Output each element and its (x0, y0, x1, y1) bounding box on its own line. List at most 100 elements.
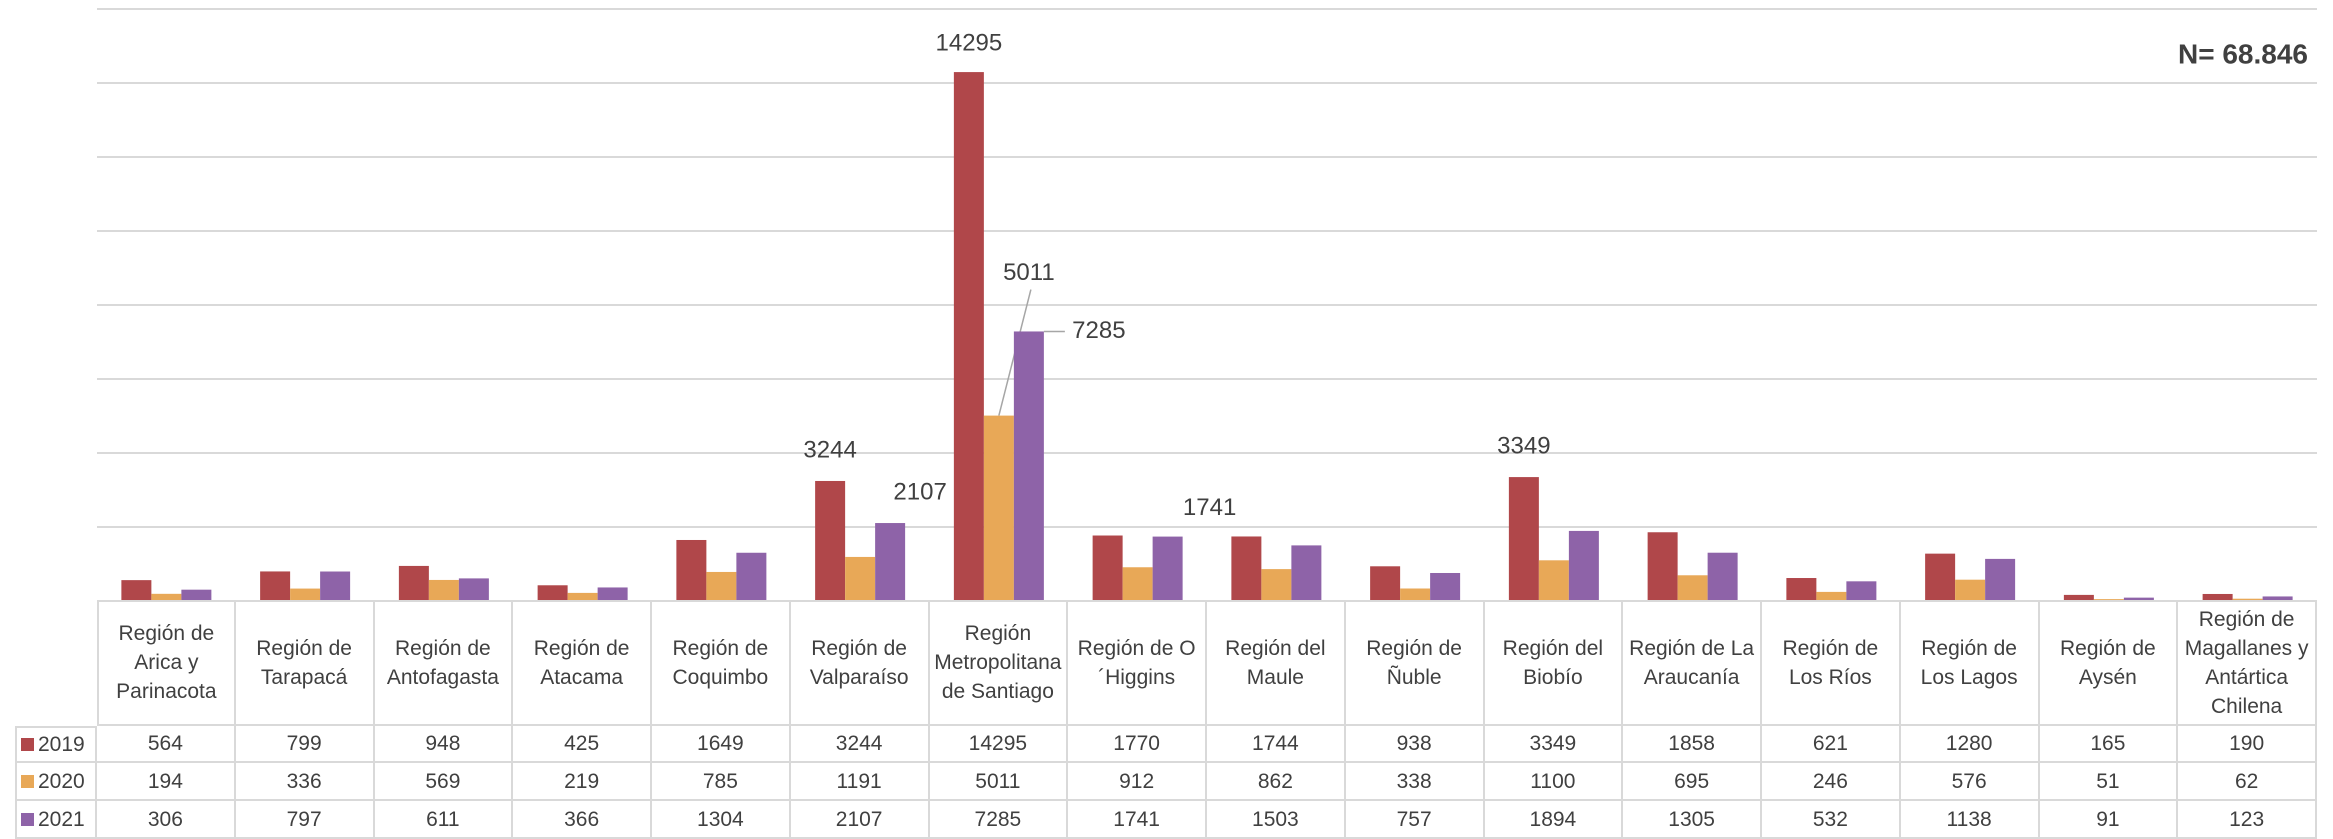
category-label: Región de Tarapacá (235, 601, 375, 726)
bar (845, 556, 876, 601)
bar (1985, 558, 2016, 601)
table-value: 912 (1068, 763, 1207, 801)
table-value: 194 (97, 763, 236, 801)
bar (1677, 575, 1708, 601)
bar (1846, 581, 1877, 601)
bar (398, 565, 429, 601)
category-label: Región de O´Higgins (1068, 601, 1207, 726)
bar (676, 539, 707, 601)
category-label: Región de Arica y Parinacota (97, 601, 236, 726)
bar (2063, 594, 2094, 601)
legend-entry: 2020 (15, 763, 97, 801)
table-value: 1770 (1068, 726, 1207, 763)
bar (1707, 552, 1738, 601)
data-label: 14295 (936, 29, 1003, 56)
table-value: 1741 (1068, 801, 1207, 839)
data-label: 2107 (893, 478, 946, 505)
table-value: 5011 (929, 763, 1069, 801)
data-label: 3244 (803, 436, 856, 463)
table-value: 938 (1345, 726, 1485, 763)
data-label: 7285 (1072, 317, 1125, 344)
table-value: 1100 (1484, 763, 1624, 801)
bar (1508, 477, 1539, 601)
bar (983, 415, 1014, 601)
table-value: 948 (374, 726, 514, 763)
category-label: Región del Biobío (1484, 601, 1624, 726)
category-label: Región Metropolitana de Santiago (929, 601, 1069, 726)
category-label: Región del Maule (1207, 601, 1346, 726)
bar (1231, 536, 1262, 601)
bar (1816, 591, 1847, 601)
table-value: 425 (513, 726, 652, 763)
table-value: 165 (2039, 726, 2179, 763)
table-value: 695 (1623, 763, 1762, 801)
table-value: 246 (1762, 763, 1901, 801)
bar (597, 587, 628, 601)
table-value: 1191 (790, 763, 930, 801)
data-label: 1741 (1183, 494, 1236, 521)
table-value: 62 (2178, 763, 2317, 801)
table-value: 336 (235, 763, 375, 801)
table-value: 1503 (1207, 801, 1346, 839)
table-value: 366 (513, 801, 652, 839)
bar (567, 592, 598, 601)
bar (1261, 569, 1292, 601)
bar (1647, 532, 1678, 601)
category-label: Región de Magallanes y Antártica Chilena (2178, 601, 2317, 726)
bar (260, 571, 291, 601)
table-value: 1858 (1623, 726, 1762, 763)
bar (815, 480, 846, 601)
category-label: Región de Ñuble (1345, 601, 1485, 726)
legend-label: 2021 (38, 807, 85, 831)
bar (953, 72, 984, 601)
table-value: 14295 (929, 726, 1069, 763)
bar (1092, 535, 1123, 601)
bar (1013, 331, 1044, 601)
bar (181, 589, 212, 601)
legend-entry: 2021 (15, 801, 97, 839)
bar (151, 593, 182, 601)
category-label: Región de La Araucanía (1623, 601, 1762, 726)
category-label: Región de Atacama (513, 601, 652, 726)
table-value: 91 (2039, 801, 2179, 839)
table-value: 1138 (1900, 801, 2040, 839)
bar (428, 579, 459, 601)
bar (736, 552, 767, 601)
table-value: 7285 (929, 801, 1069, 839)
bar (1925, 553, 1956, 601)
category-label: Región de Coquimbo (652, 601, 791, 726)
table-value: 1649 (652, 726, 791, 763)
bar (1568, 530, 1599, 601)
category-label: Región de Antofagasta (374, 601, 514, 726)
table-value: 1894 (1484, 801, 1624, 839)
bar (290, 588, 321, 601)
bar (1370, 566, 1401, 601)
table-value: 757 (1345, 801, 1485, 839)
bar (2202, 593, 2233, 601)
table-value: 219 (513, 763, 652, 801)
table-value: 3349 (1484, 726, 1624, 763)
bar (2232, 598, 2263, 601)
table-value: 190 (2178, 726, 2317, 763)
table-value: 576 (1900, 763, 2040, 801)
bar (1430, 572, 1461, 601)
table-value: 785 (652, 763, 791, 801)
table-value: 1744 (1207, 726, 1346, 763)
table-value: 3244 (790, 726, 930, 763)
bar (1538, 560, 1569, 601)
category-label: Región de Valparaíso (790, 601, 930, 726)
legend-label: 2020 (38, 769, 85, 793)
bar (1955, 579, 1986, 601)
category-label: Región de Los Ríos (1762, 601, 1901, 726)
table-value: 797 (235, 801, 375, 839)
legend-swatch (21, 774, 34, 788)
legend-label: 2019 (38, 733, 85, 756)
bar (537, 585, 568, 601)
bar (1400, 588, 1431, 601)
legend-entry: 2019 (15, 726, 97, 763)
table-value: 51 (2039, 763, 2179, 801)
data-label: 3349 (1497, 432, 1550, 459)
bar (1291, 545, 1322, 601)
table-value: 338 (1345, 763, 1485, 801)
